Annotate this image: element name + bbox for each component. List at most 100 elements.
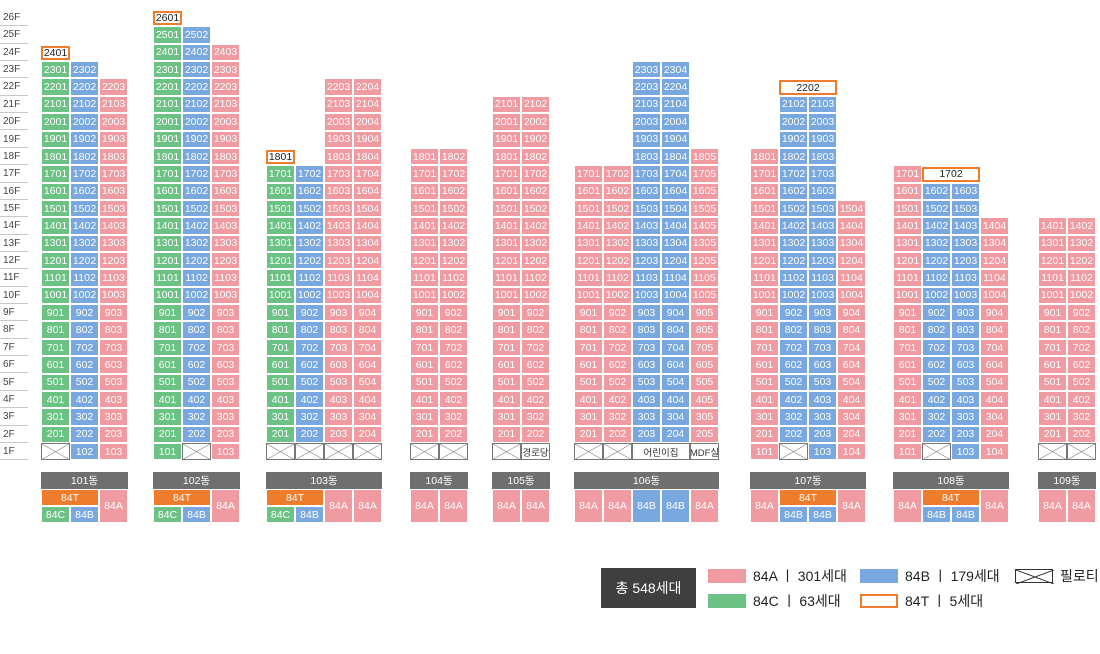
pilotis-icon: [42, 444, 69, 459]
unit-cell: 301: [492, 408, 521, 426]
unit-cell: 1803: [324, 147, 353, 166]
unit-cell: 1202: [603, 252, 632, 270]
unit-cell: 1202: [779, 252, 808, 270]
unit-cell: 1301: [750, 234, 779, 253]
pilotis-cell: [41, 443, 70, 461]
unit-cell: 1902: [779, 130, 808, 148]
unit-cell: 803: [808, 321, 837, 339]
unit-cell: 703: [951, 338, 980, 357]
unit-cell: 1001: [266, 286, 295, 305]
unit-cell: 2003: [211, 113, 240, 131]
unit-cell: 1004: [837, 286, 866, 305]
unit-cell: 1503: [99, 199, 128, 218]
unit-type-box: 84A: [99, 489, 128, 523]
unit-cell: 804: [661, 321, 690, 339]
unit-cell: 803: [324, 321, 353, 339]
unit-cell: 2203: [99, 78, 128, 96]
unit-cell: 402: [603, 390, 632, 409]
unit-cell: 2103: [324, 95, 353, 114]
unit-cell: 1602: [779, 182, 808, 200]
unit-cell: 1304: [661, 234, 690, 253]
unit-cell: 302: [295, 408, 324, 426]
pilotis-icon: [923, 444, 950, 459]
unit-cell: 1902: [70, 130, 99, 148]
unit-cell: 1501: [574, 199, 603, 218]
unit-cell: 2502: [182, 26, 211, 44]
total-units-badge: 총 548세대: [601, 568, 696, 608]
unit-cell: 903: [808, 304, 837, 322]
unit-cell: 804: [980, 321, 1009, 339]
unit-cell: 705: [690, 338, 719, 357]
unit-cell: 1401: [153, 217, 182, 235]
unit-cell: 1303: [324, 234, 353, 253]
unit-cell: 2204: [661, 78, 690, 96]
unit-cell: 1201: [153, 252, 182, 270]
legend-84a-label: 84A ㅣ 301세대: [753, 568, 847, 584]
unit-cell: 1802: [182, 147, 211, 166]
unit-cell: 201: [492, 425, 521, 443]
unit-type-box: 84A: [893, 489, 922, 523]
unit-cell: 403: [808, 390, 837, 409]
unit-cell: 1001: [1038, 286, 1067, 305]
unit-cell: 802: [295, 321, 324, 339]
unit-cell: 303: [211, 408, 240, 426]
pilotis-cell: [295, 443, 324, 461]
legend-84c-label: 84C ㅣ 63세대: [753, 593, 841, 609]
unit-cell: 2203: [324, 78, 353, 96]
unit-cell: 1004: [353, 286, 382, 305]
unit-cell: 202: [922, 425, 951, 443]
unit-type-box: 84T: [41, 489, 99, 506]
unit-cell: 1103: [808, 269, 837, 287]
unit-cell: 1102: [439, 269, 468, 287]
unit-cell: 1504: [837, 199, 866, 218]
floor-label: 6F: [0, 356, 28, 374]
unit-cell: 702: [182, 338, 211, 357]
unit-cell: 1103: [632, 269, 661, 287]
unit-cell: 902: [603, 304, 632, 322]
unit-cell: 2002: [182, 113, 211, 131]
unit-cell: 203: [324, 425, 353, 443]
unit-cell: 401: [41, 390, 70, 409]
unit-cell: 301: [893, 408, 922, 426]
unit-type-box: 84A: [410, 489, 439, 523]
floor-label: 2F: [0, 426, 28, 443]
unit-cell: 602: [70, 356, 99, 374]
unit-cell: 1801: [492, 147, 521, 166]
building-label: 103동: [266, 472, 382, 489]
unit-cell: 704: [837, 338, 866, 357]
pilotis-icon: [354, 444, 381, 459]
unit-cell: 2402: [182, 43, 211, 62]
unit-cell: 1204: [353, 252, 382, 270]
unit-cell: 1401: [266, 217, 295, 235]
unit-cell: 1202: [182, 252, 211, 270]
unit-cell: 801: [492, 321, 521, 339]
unit-cell: 1802: [521, 147, 550, 166]
floor-label: 20F: [0, 113, 28, 131]
unit-cell: 701: [153, 338, 182, 357]
unit-cell: 1002: [295, 286, 324, 305]
unit-cell: 301: [1038, 408, 1067, 426]
unit-cell: 802: [922, 321, 951, 339]
unit-cell: 501: [574, 373, 603, 391]
unit-cell: 1201: [574, 252, 603, 270]
unit-cell: 301: [750, 408, 779, 426]
unit-cell: 301: [41, 408, 70, 426]
unit-cell: 701: [41, 338, 70, 357]
unit-cell: 1401: [574, 217, 603, 235]
unit-cell: 1801: [153, 147, 182, 166]
unit-cell: 2101: [41, 95, 70, 114]
unit-cell: 701: [492, 338, 521, 357]
unit-cell: 503: [211, 373, 240, 391]
unit-cell: 1701: [893, 165, 922, 183]
unit-cell: 404: [661, 390, 690, 409]
unit-type-box: 84B: [922, 506, 951, 523]
unit-cell: 1503: [211, 199, 240, 218]
unit-cell: 204: [353, 425, 382, 443]
unit-cell: 1503: [951, 199, 980, 218]
unit-cell: 2303: [211, 61, 240, 79]
unit-cell: 1204: [980, 252, 1009, 270]
unit-cell: 404: [353, 390, 382, 409]
unit-cell: 1202: [521, 252, 550, 270]
unit-cell: 1203: [632, 252, 661, 270]
unit-cell: 1002: [779, 286, 808, 305]
